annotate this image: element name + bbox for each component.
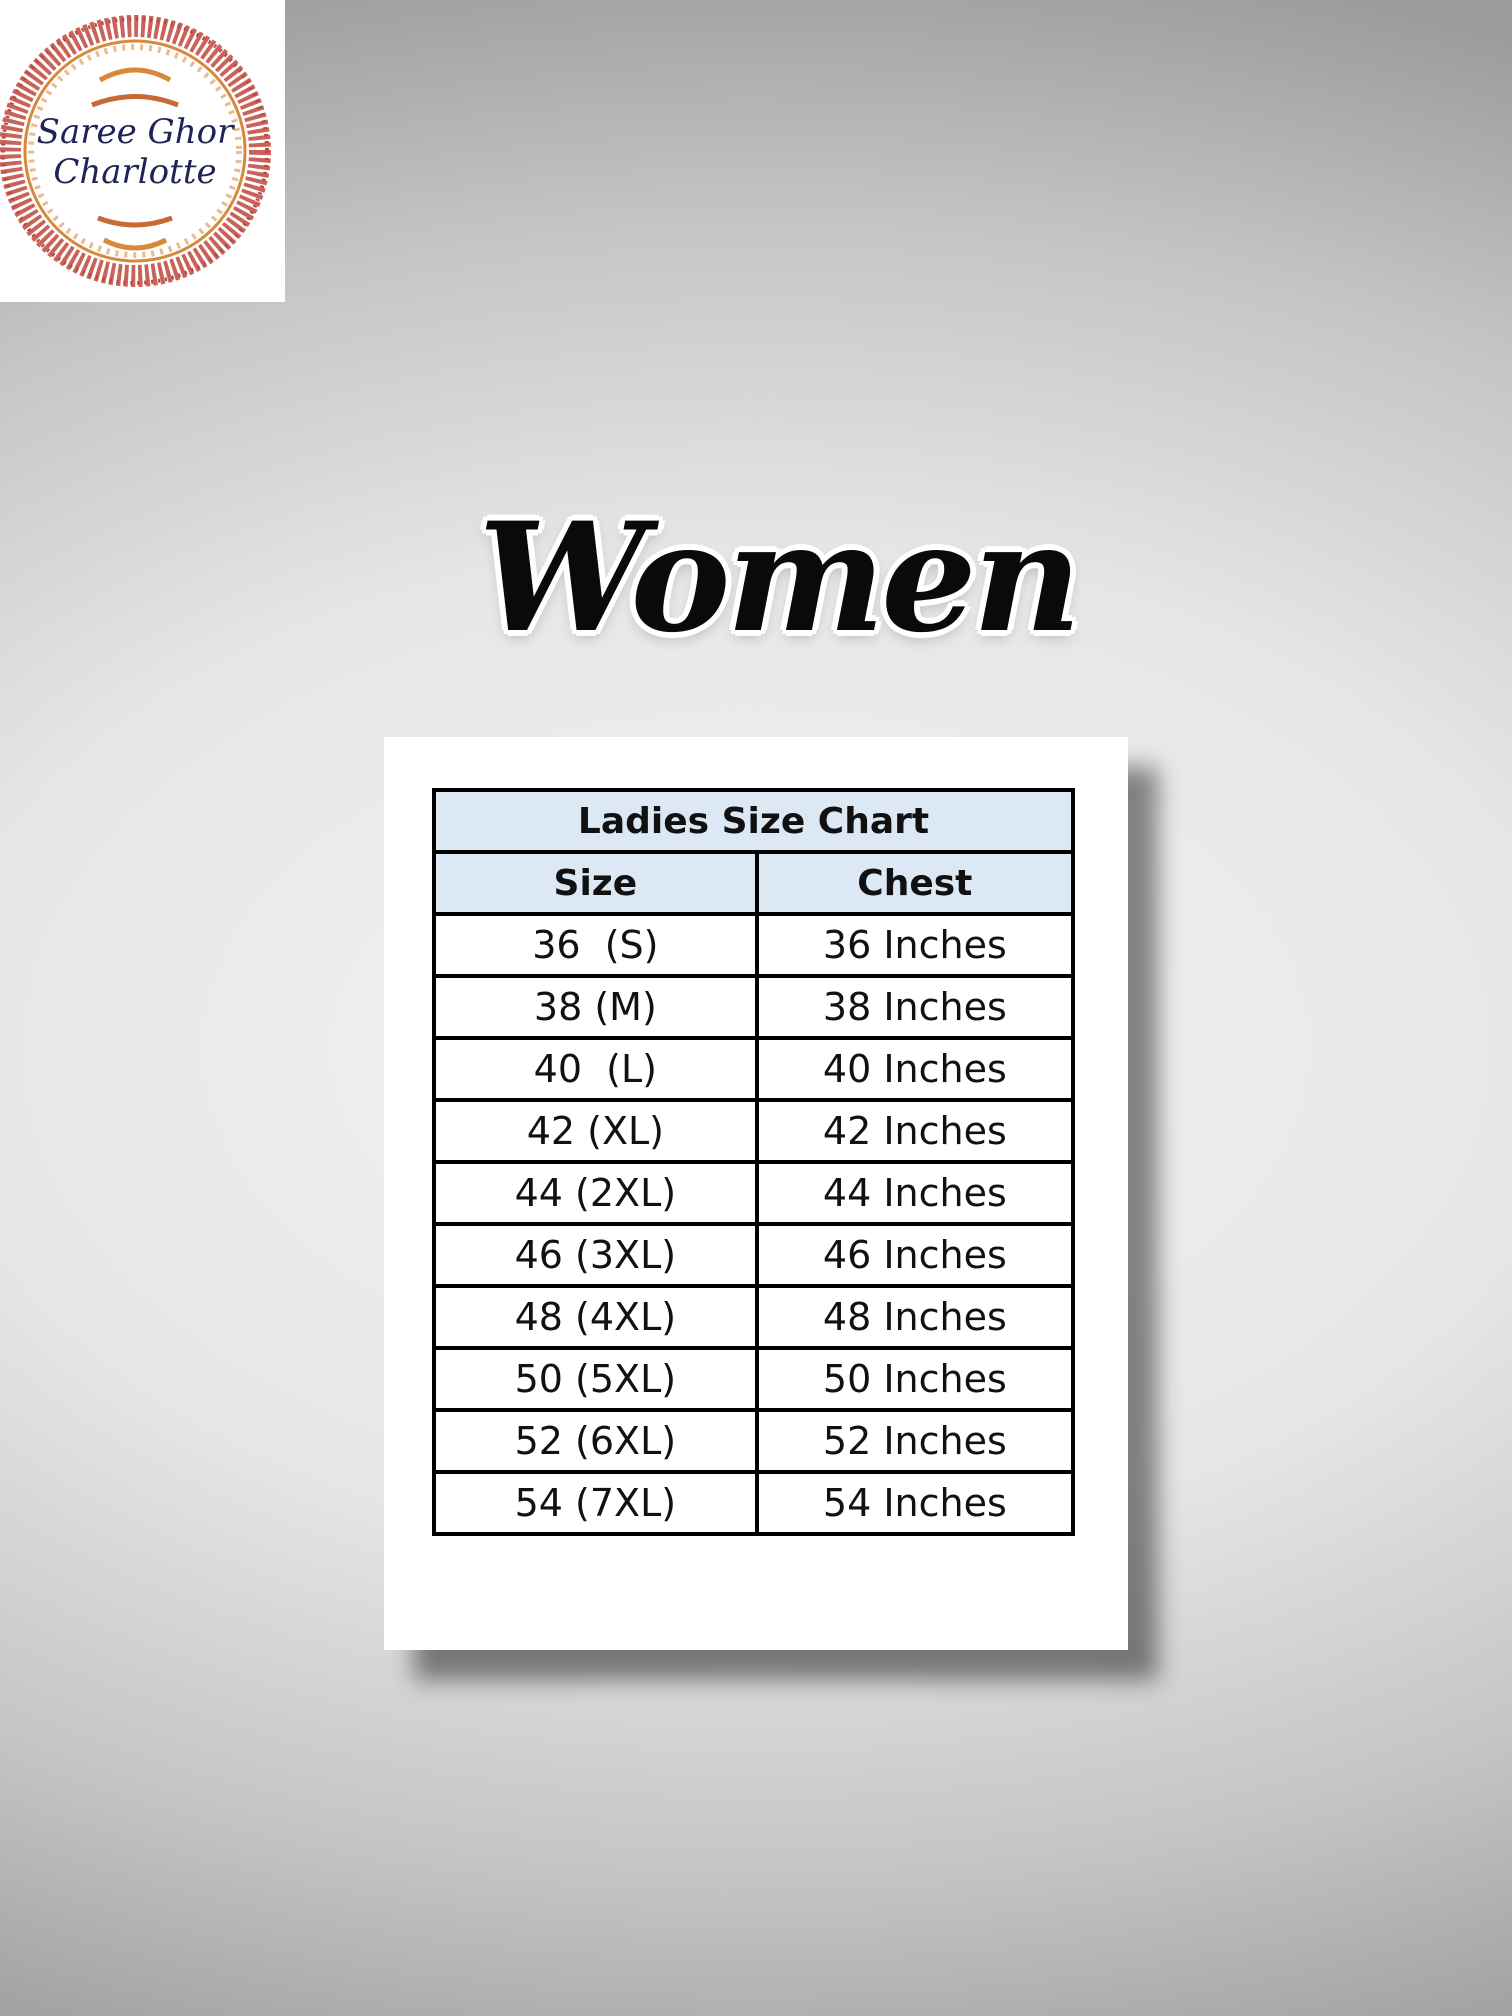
ornament-wreath-icon xyxy=(0,15,271,287)
chest-cell: 46 Inches xyxy=(754,1222,1076,1288)
chest-cell: 36 Inches xyxy=(754,912,1076,978)
logo: Saree Ghor Charlotte xyxy=(0,0,285,302)
table-row: 50 (5XL) 50 Inches xyxy=(432,1346,1076,1412)
table-row: 46 (3XL) 46 Inches xyxy=(432,1222,1076,1288)
logo-text: Saree Ghor Charlotte xyxy=(0,112,270,192)
chest-cell: 42 Inches xyxy=(754,1098,1076,1164)
size-cell: 48 (4XL) xyxy=(432,1284,759,1350)
chest-cell: 54 Inches xyxy=(754,1470,1076,1536)
size-cell: 40 (L) xyxy=(432,1036,759,1102)
table-row: 38 (M) 38 Inches xyxy=(432,974,1076,1040)
column-header-chest: Chest xyxy=(754,850,1076,916)
size-cell: 38 (M) xyxy=(432,974,759,1040)
chest-cell: 50 Inches xyxy=(754,1346,1076,1412)
logo-line-1: Saree Ghor xyxy=(36,112,234,152)
size-cell: 54 (7XL) xyxy=(432,1470,759,1536)
size-cell: 52 (6XL) xyxy=(432,1408,759,1474)
size-chart-card: Ladies Size Chart Size Chest 36 (S) 36 In… xyxy=(384,737,1128,1650)
table-row: 40 (L) 40 Inches xyxy=(432,1036,1076,1102)
size-cell: 46 (3XL) xyxy=(432,1222,759,1288)
size-cell: 44 (2XL) xyxy=(432,1160,759,1226)
page-heading: Women xyxy=(478,490,1081,666)
chest-cell: 48 Inches xyxy=(754,1284,1076,1350)
table-row: 48 (4XL) 48 Inches xyxy=(432,1284,1076,1350)
size-cell: 50 (5XL) xyxy=(432,1346,759,1412)
chest-cell: 40 Inches xyxy=(754,1036,1076,1102)
logo-line-2: Charlotte xyxy=(53,152,217,192)
column-header-size: Size xyxy=(432,850,759,916)
size-cell: 36 (S) xyxy=(432,912,759,978)
chest-cell: 38 Inches xyxy=(754,974,1076,1040)
chest-cell: 44 Inches xyxy=(754,1160,1076,1226)
table-row: 44 (2XL) 44 Inches xyxy=(432,1160,1076,1226)
table-title: Ladies Size Chart xyxy=(432,788,1075,854)
size-cell: 42 (XL) xyxy=(432,1098,759,1164)
table-row: 36 (S) 36 Inches xyxy=(432,912,1076,978)
table-row: 42 (XL) 42 Inches xyxy=(432,1098,1076,1164)
size-chart-table: Ladies Size Chart Size Chest 36 (S) 36 In… xyxy=(432,788,1076,1536)
table-row: 54 (7XL) 54 Inches xyxy=(432,1470,1076,1536)
table-row: 52 (6XL) 52 Inches xyxy=(432,1408,1076,1474)
chest-cell: 52 Inches xyxy=(754,1408,1076,1474)
